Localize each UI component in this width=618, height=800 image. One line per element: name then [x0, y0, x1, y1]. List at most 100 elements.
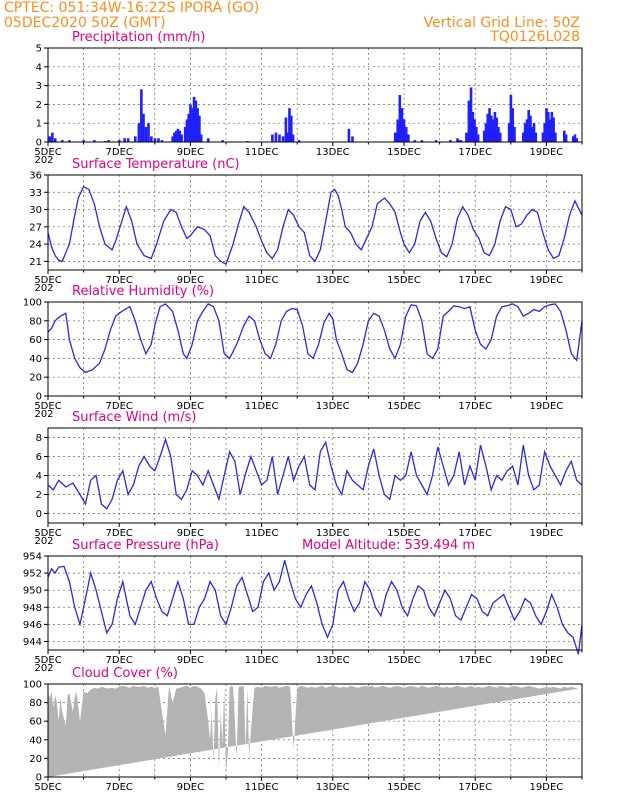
- precip-bar: [396, 119, 399, 142]
- precip-bar: [192, 96, 196, 142]
- precip-bar: [393, 132, 397, 142]
- cloud-cover-frame: [47, 683, 583, 778]
- precip-bar: [449, 140, 452, 142]
- precip-bar: [467, 100, 471, 142]
- precip-bar: [173, 132, 176, 142]
- cloud-cover-area: [48, 685, 579, 777]
- precipitation-xtick-label: 15DEC: [387, 147, 421, 158]
- precip-bar: [525, 119, 529, 142]
- precip-bar: [189, 104, 192, 142]
- humidity-xtick-label: 13DEC: [316, 401, 350, 412]
- wind-xtick-label: 5DEC: [34, 528, 61, 539]
- pressure-frame: [47, 555, 583, 651]
- precip-bar: [180, 134, 183, 142]
- precip-bar: [134, 136, 137, 142]
- pressure-ytick-label: 948: [23, 603, 42, 614]
- precip-bar: [53, 138, 57, 142]
- cloud-cover-xtick-label: 5DEC: [34, 782, 61, 793]
- precip-bar: [469, 87, 473, 142]
- precip-bar: [187, 113, 191, 142]
- precip-bar: [118, 140, 121, 142]
- pressure-xtick-label: 15DEC: [387, 655, 421, 666]
- precip-bar: [291, 134, 295, 142]
- humidity-ytick-label: 60: [29, 335, 42, 346]
- precipitation-ytick-label: 2: [36, 100, 42, 111]
- cloud-cover-xtick-label: 9DEC: [177, 782, 204, 793]
- temperature-xtick-label: 13DEC: [316, 275, 350, 286]
- cloud-cover-ytick-label: 60: [29, 717, 42, 728]
- wind-xtick-label: 7DEC: [106, 528, 133, 539]
- cloud-cover-ytick-label: 0: [36, 773, 42, 784]
- pressure-ytick-label: 954: [23, 552, 42, 563]
- precip-bar: [140, 89, 143, 142]
- precipitation-frame: [47, 47, 583, 143]
- precip-bar: [473, 119, 476, 142]
- precip-bar: [400, 108, 404, 142]
- pressure-ytick-label: 944: [23, 637, 42, 648]
- precip-bar: [456, 138, 459, 142]
- precip-bar: [575, 138, 579, 142]
- precip-bar: [550, 111, 554, 142]
- precip-bar: [153, 138, 157, 142]
- pressure-xtick-label: 13DEC: [316, 655, 350, 666]
- precip-bar: [564, 134, 568, 142]
- precip-bar: [398, 95, 402, 142]
- precipitation-xtick-label: 17DEC: [458, 147, 492, 158]
- cloud-cover-ytick-label: 20: [29, 754, 42, 765]
- cloud-cover-xtick-label: 11DEC: [245, 782, 279, 793]
- temperature-title: Surface Temperature (nC): [72, 157, 240, 172]
- precip-bar: [221, 140, 224, 142]
- precip-bar: [513, 126, 516, 142]
- precip-bar: [554, 132, 557, 142]
- precip-bar: [126, 138, 130, 142]
- humidity-frame: [47, 301, 583, 397]
- temperature-xtick-label: 7DEC: [106, 275, 133, 286]
- wind-xtick-label: 17DEC: [458, 528, 492, 539]
- header-init-time: 05DEC2020 50Z (GMT): [4, 15, 166, 31]
- precip-bar: [573, 134, 577, 142]
- temperature-line: [47, 185, 583, 266]
- precip-bar: [407, 134, 410, 142]
- precip-bar: [475, 126, 478, 142]
- precip-bar: [482, 130, 486, 142]
- pressure-xtick-label: 7DEC: [106, 655, 133, 666]
- temperature-xtick-label: 19DEC: [530, 275, 564, 286]
- precipitation-ytick-label: 1: [36, 119, 42, 130]
- precip-bar: [523, 123, 527, 142]
- wind-ytick-label: 2: [36, 490, 42, 501]
- precip-bar: [51, 132, 54, 142]
- precip-bar: [68, 140, 71, 142]
- precip-bar: [297, 140, 301, 142]
- precip-bar: [61, 140, 64, 142]
- precip-bar: [289, 115, 293, 142]
- humidity-ytick-label: 80: [29, 316, 42, 327]
- header-model: TQ0126L028: [490, 29, 580, 45]
- humidity-ytick-label: 0: [36, 392, 42, 403]
- wind-ytick-label: 8: [36, 433, 42, 444]
- humidity-ytick-label: 40: [29, 354, 42, 365]
- pressure-xtick-label: 5DEC: [34, 655, 61, 666]
- precip-bar: [142, 113, 145, 142]
- precip-bar: [199, 134, 203, 142]
- precip-bar: [420, 140, 424, 142]
- precip-bar: [174, 130, 178, 142]
- precip-bar: [183, 126, 187, 142]
- wind-panel: 0 2 4 6 8 5DEC 7DEC 9DEC 11DEC 13DEC 15DEC 17DEC 19D…: [34, 410, 583, 547]
- precip-bar: [178, 130, 182, 142]
- temperature-ytick-label: 30: [29, 205, 42, 216]
- wind-ytick-label: 0: [36, 509, 42, 520]
- precipitation-year-stub: 202: [34, 155, 53, 166]
- precip-bar: [534, 132, 538, 142]
- temperature-xtick-label: 17DEC: [458, 275, 492, 286]
- precip-bar: [509, 95, 513, 142]
- precipitation-panel: 0 1 2 3 4 5 5DEC 7DEC 9DEC 11DEC 13DEC 15DEC 17DEC 19…: [34, 30, 583, 166]
- precip-bar: [545, 108, 548, 142]
- humidity-year-stub: 202: [34, 409, 53, 420]
- precip-bar: [176, 128, 180, 142]
- temperature-ytick-label: 24: [29, 240, 42, 251]
- precipitation-ytick-label: 0: [36, 138, 42, 149]
- precip-bar: [488, 108, 491, 142]
- temperature-panel: 21 24 27 30 33 36 5DEC 7DEC 9DEC 11DEC 13DEC 15DEC 1…: [29, 157, 583, 294]
- precipitation-xtick-label: 19DEC: [530, 147, 564, 158]
